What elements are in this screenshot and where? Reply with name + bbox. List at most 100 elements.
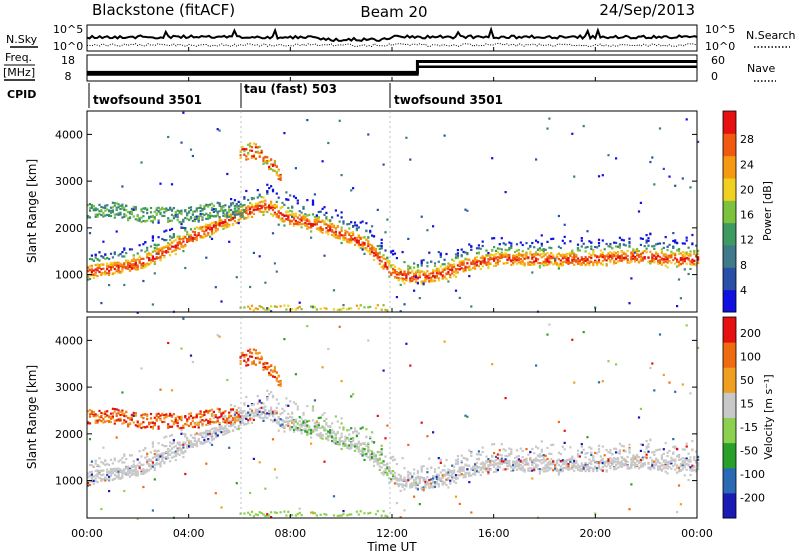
- range-cell: [332, 308, 336, 311]
- range-cell: [407, 237, 410, 240]
- range-cell: [403, 282, 406, 285]
- range-cell: [262, 368, 265, 371]
- range-cell: [239, 421, 242, 424]
- range-cell: [109, 266, 113, 269]
- range-cell: [155, 244, 158, 247]
- range-cell: [369, 437, 372, 440]
- range-cell: [441, 469, 444, 472]
- range-cell: [325, 211, 328, 214]
- range-cell: [205, 227, 208, 230]
- range-cell: [209, 235, 212, 238]
- range-cell: [338, 514, 341, 517]
- range-cell: [209, 214, 212, 217]
- range-cell: [115, 206, 118, 209]
- range-cell: [108, 477, 111, 480]
- range-cell: [270, 364, 273, 367]
- range-cell: [302, 424, 305, 427]
- range-cell: [300, 211, 303, 214]
- range-cell: [142, 215, 145, 218]
- range-cell: [159, 249, 162, 252]
- range-cell: [239, 423, 242, 426]
- range-cell: [674, 184, 677, 187]
- range-cell: [157, 412, 160, 415]
- range-cell: [214, 428, 217, 431]
- range-cell: [597, 241, 601, 245]
- range-cell: [483, 463, 486, 466]
- range-cell: [271, 204, 275, 207]
- range-cell: [127, 218, 130, 221]
- range-cell: [123, 469, 126, 472]
- range-cell: [176, 244, 179, 247]
- range-cell: [615, 261, 618, 264]
- range-cell: [601, 174, 604, 177]
- range-cell: [393, 269, 397, 272]
- range-cell: [210, 233, 214, 236]
- range-cell: [205, 435, 208, 438]
- range-cell: [218, 416, 221, 419]
- range-cell: [325, 216, 328, 219]
- range-cell: [573, 263, 576, 266]
- range-cell: [250, 404, 254, 407]
- range-cell: [599, 249, 602, 252]
- range-cell: [338, 237, 341, 240]
- range-cell: [149, 259, 153, 262]
- range-cell: [531, 263, 534, 266]
- range-cell: [494, 257, 498, 260]
- range-cell: [184, 227, 187, 230]
- range-cell: [209, 203, 212, 206]
- range-cell: [317, 216, 320, 219]
- range-cell: [384, 437, 387, 440]
- range-cell: [170, 183, 174, 186]
- cpid-segment-1: twofsound 3501: [93, 93, 202, 107]
- range-cell: [504, 253, 507, 256]
- range-cell: [130, 465, 133, 469]
- range-cell: [327, 230, 330, 233]
- range-cell: [193, 439, 196, 442]
- range-cell: [250, 362, 254, 365]
- range-cell: [275, 215, 278, 218]
- range-cell: [296, 202, 299, 205]
- range-cell: [90, 270, 93, 274]
- n-search-trace: [86, 42, 698, 48]
- range-cell: [191, 445, 194, 449]
- range-cell: [384, 464, 387, 467]
- range-cell: [420, 486, 423, 489]
- range-cell: [201, 435, 204, 438]
- range-cell: [283, 430, 286, 433]
- range-cell: [151, 425, 154, 428]
- range-cell: [270, 310, 273, 313]
- range-cell: [138, 461, 141, 464]
- range-cell: [209, 409, 212, 412]
- range-cell: [350, 443, 353, 446]
- range-cell: [668, 256, 671, 259]
- range-cell: [254, 352, 257, 355]
- range-cell: [287, 510, 290, 513]
- range-cell: [325, 422, 328, 425]
- range-cell: [294, 420, 297, 423]
- range-cell: [102, 461, 105, 465]
- range-cell: [155, 462, 158, 465]
- range-cell: [346, 223, 349, 226]
- range-cell: [289, 222, 292, 225]
- range-cell: [243, 150, 246, 153]
- range-cell: [609, 254, 612, 257]
- range-cell: [111, 407, 114, 410]
- range-cell: [306, 214, 309, 217]
- range-cell: [138, 244, 141, 247]
- range-cell: [533, 255, 536, 258]
- range-cell: [414, 281, 418, 284]
- range-cell: [113, 477, 116, 480]
- range-cell: [357, 432, 360, 435]
- range-cell: [296, 199, 299, 202]
- range-cell: [205, 462, 208, 465]
- range-cell: [235, 427, 238, 430]
- range-cell: [447, 280, 450, 283]
- range-cell: [252, 309, 255, 312]
- range-cell: [298, 218, 301, 221]
- range-cell: [521, 259, 524, 262]
- range-cell: [106, 478, 109, 481]
- range-cell: [525, 251, 528, 254]
- range-cell: [323, 223, 326, 226]
- range-cell: [514, 256, 517, 259]
- range-cell: [596, 261, 599, 264]
